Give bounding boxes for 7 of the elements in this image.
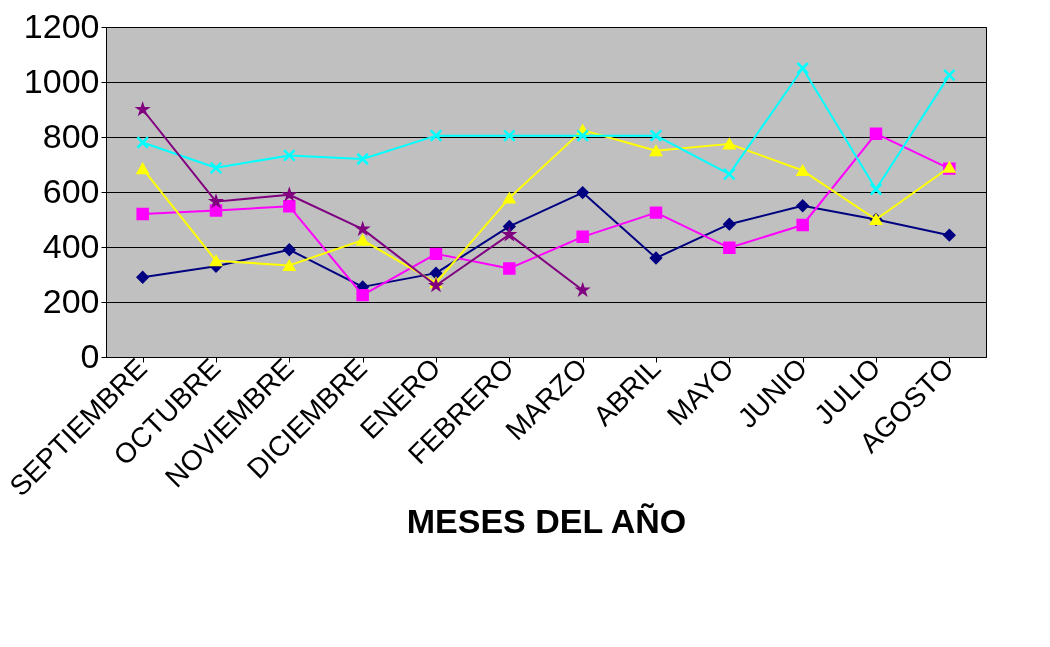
y-tick-label: 400 <box>42 226 100 265</box>
y-tick-label: 200 <box>42 281 100 320</box>
y-tick-label: 1000 <box>23 61 100 100</box>
y-tick-label: 1200 <box>23 6 100 45</box>
y-tick-label: 800 <box>42 116 100 155</box>
y-tick-label: 600 <box>42 171 100 210</box>
x-axis-title: MESES DEL AÑO <box>406 502 687 541</box>
